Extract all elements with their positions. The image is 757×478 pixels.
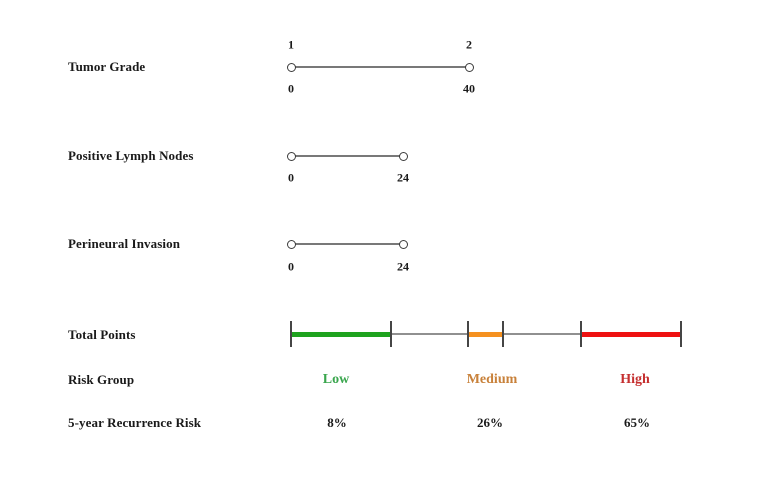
axis-endpoint-circle — [464, 62, 474, 72]
row-label-risk-group: Risk Group — [68, 372, 135, 387]
axis-points-label: 24 — [397, 170, 409, 185]
axis-endpoint-circle — [286, 239, 296, 249]
axis-tick — [467, 321, 469, 347]
risk-group-value-high: High — [620, 372, 650, 387]
row-label-positive-lymph-nodes: Positive Lymph Nodes — [68, 148, 194, 163]
axis-tick — [390, 321, 392, 347]
row-label-perineural-invasion: Perineural Invasion — [68, 236, 181, 251]
axis-points-label: 24 — [397, 259, 409, 274]
row-label-total-points: Total Points — [68, 327, 136, 342]
axis-tick — [502, 321, 504, 347]
axis-points-label: 0 — [288, 259, 294, 274]
row-label-tumor-grade: Tumor Grade — [68, 59, 146, 74]
axis-endpoint-circle — [398, 151, 408, 161]
axis-tick — [580, 321, 582, 347]
row-label-recurrence-risk: 5-year Recurrence Risk — [68, 415, 202, 430]
recurrence-risk-value: 65% — [624, 415, 650, 430]
axis-tick — [680, 321, 682, 347]
connector-segment — [503, 333, 581, 335]
variable-axis-line — [291, 243, 403, 245]
axis-points-label: 0 — [288, 170, 294, 185]
risk-group-value-medium: Medium — [466, 372, 518, 387]
axis-value-label: 1 — [288, 37, 294, 52]
variable-axis-line — [291, 66, 469, 68]
risk-group-value-low: Low — [322, 372, 350, 387]
axis-endpoint-circle — [286, 62, 296, 72]
medium-range-segment — [468, 331, 503, 337]
high-range-segment — [581, 331, 681, 337]
low-range-segment — [291, 331, 391, 337]
connector-segment — [391, 333, 468, 335]
axis-points-label: 40 — [463, 81, 475, 96]
recurrence-risk-value: 26% — [477, 415, 503, 430]
axis-endpoint-circle — [398, 239, 408, 249]
axis-endpoint-circle — [286, 151, 296, 161]
axis-tick — [290, 321, 292, 347]
recurrence-risk-value: 8% — [327, 415, 347, 430]
variable-axis-line — [291, 155, 403, 157]
axis-value-label: 2 — [466, 37, 472, 52]
axis-points-label: 0 — [288, 81, 294, 96]
